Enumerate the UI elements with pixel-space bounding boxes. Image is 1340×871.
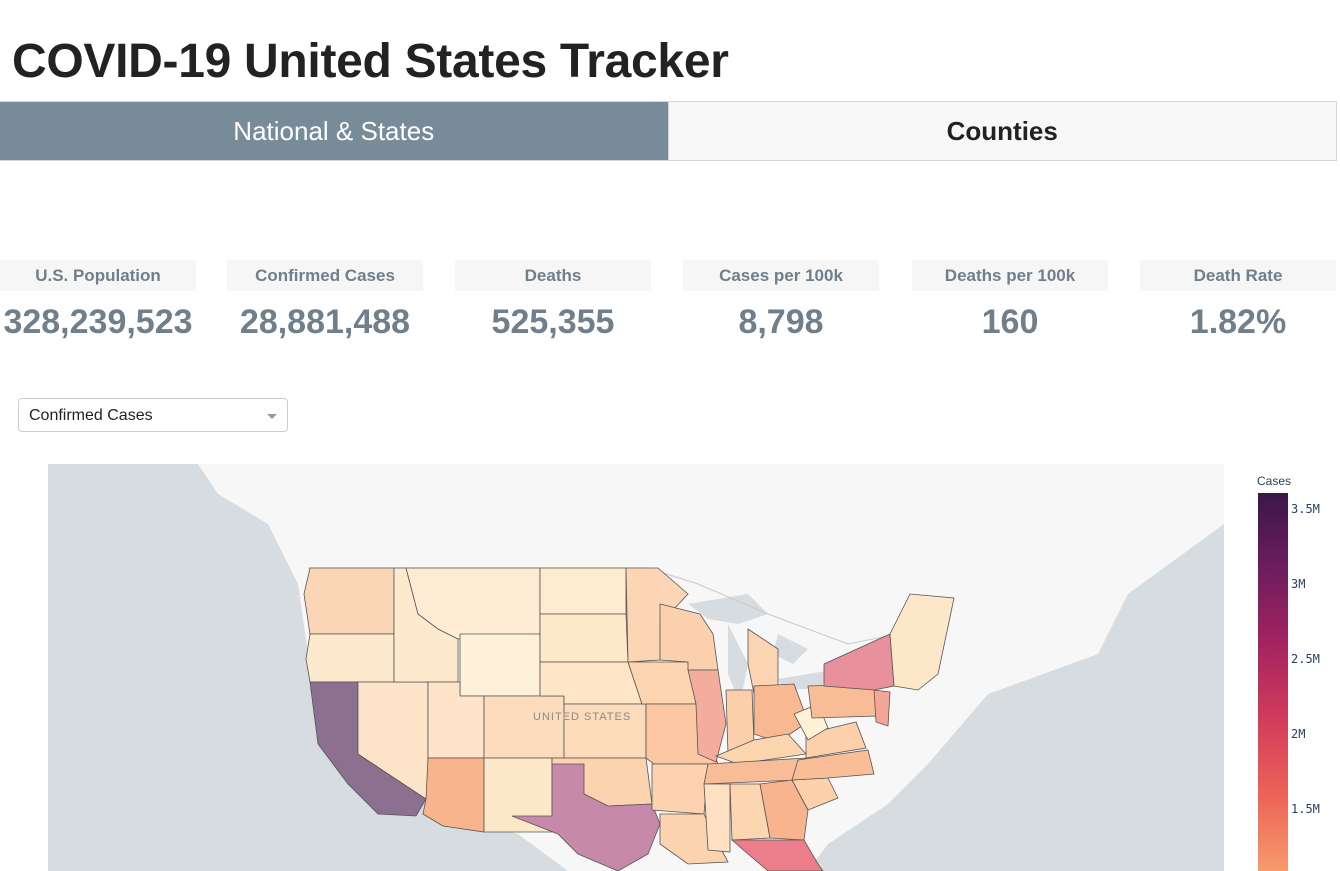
- tab-national-states[interactable]: National & States: [0, 102, 668, 160]
- state-wyoming[interactable]: [459, 633, 541, 697]
- chevron-down-icon[interactable]: [267, 414, 277, 419]
- tab-counties[interactable]: Counties: [667, 102, 1337, 160]
- colorbar-tick: 3M: [1291, 577, 1306, 591]
- state-texas[interactable]: [511, 763, 661, 871]
- stat-deaths: Deaths 525,355: [455, 260, 651, 342]
- state-north-dakota[interactable]: [539, 567, 627, 615]
- stat-label: Death Rate: [1140, 260, 1336, 291]
- state-illinois[interactable]: [687, 669, 727, 763]
- stat-deaths-per-100k: Deaths per 100k 160: [912, 260, 1108, 342]
- stat-value: 160: [981, 303, 1039, 341]
- stat-value: 1.82%: [1189, 303, 1287, 341]
- stat-us-population: U.S. Population 328,239,523: [0, 260, 196, 342]
- stat-death-rate: Death Rate 1.82%: [1140, 260, 1336, 342]
- state-arkansas[interactable]: [651, 763, 709, 815]
- stat-label: Deaths per 100k: [912, 260, 1108, 291]
- state-colorado[interactable]: [483, 695, 565, 759]
- map-lakes: [688, 594, 838, 704]
- colorbar-tick: 2.5M: [1291, 652, 1320, 666]
- choropleth-map[interactable]: UNITED STATES: [48, 464, 1224, 871]
- colorbar-tick: 2M: [1291, 727, 1306, 741]
- stat-label: Deaths: [455, 260, 651, 291]
- map-country-label: UNITED STATES: [533, 711, 631, 723]
- state-south-dakota[interactable]: [539, 613, 629, 663]
- state-new-york[interactable]: [823, 633, 895, 691]
- metric-select-value: Confirmed Cases: [29, 407, 153, 424]
- tab-bar: National & States Counties: [0, 101, 1337, 161]
- state-oregon[interactable]: [305, 633, 395, 683]
- summary-stats: U.S. Population 328,239,523 Confirmed Ca…: [0, 260, 1340, 350]
- stat-label: U.S. Population: [0, 260, 196, 291]
- page-title: COVID-19 United States Tracker: [12, 35, 729, 88]
- stat-confirmed-cases: Confirmed Cases 28,881,488: [227, 260, 423, 342]
- stat-value: 8,798: [738, 303, 824, 341]
- state-georgia[interactable]: [759, 779, 809, 841]
- colorbar: [1258, 493, 1288, 871]
- state-north-carolina[interactable]: [791, 749, 875, 781]
- stat-label: Confirmed Cases: [227, 260, 423, 291]
- state-new-jersey[interactable]: [873, 689, 891, 727]
- colorbar-tick: 1.5M: [1291, 802, 1320, 816]
- state-mississippi[interactable]: [703, 783, 731, 853]
- state-washington[interactable]: [303, 567, 395, 635]
- colorbar-tick: 3.5M: [1291, 502, 1320, 516]
- stat-value: 328,239,523: [3, 303, 193, 341]
- stat-label: Cases per 100k: [683, 260, 879, 291]
- state-new-england[interactable]: [889, 593, 955, 691]
- state-ohio[interactable]: [753, 683, 809, 743]
- stat-value: 28,881,488: [239, 303, 411, 341]
- colorbar-title: Cases: [1257, 474, 1292, 488]
- state-louisiana[interactable]: [659, 813, 729, 865]
- metric-select[interactable]: Confirmed Cases: [18, 398, 288, 432]
- stat-value: 525,355: [491, 303, 615, 341]
- state-florida[interactable]: [730, 839, 824, 871]
- stat-cases-per-100k: Cases per 100k 8,798: [683, 260, 879, 342]
